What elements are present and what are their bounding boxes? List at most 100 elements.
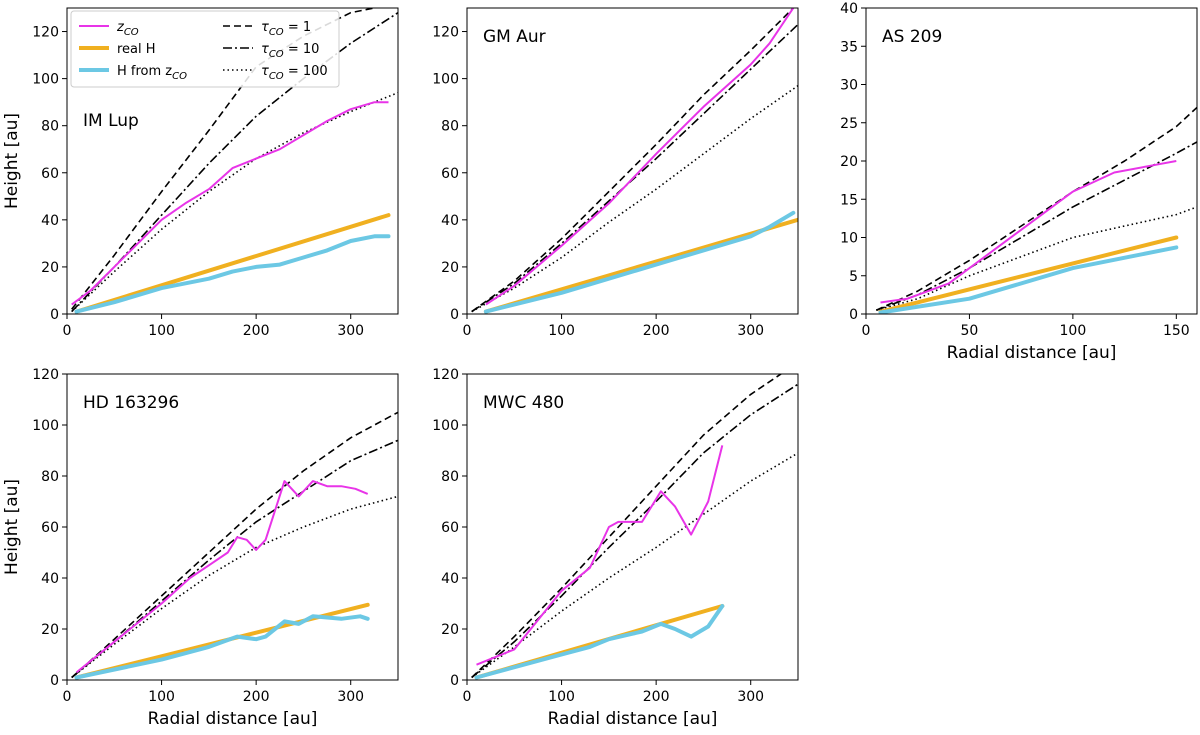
- series-line-tau100: [71, 495, 398, 679]
- y-tick-label: 60: [441, 520, 459, 536]
- series-line-Hz: [483, 210, 796, 314]
- y-tick-label: 80: [441, 119, 459, 135]
- y-tick-label: 120: [432, 367, 459, 383]
- y-tick-label: 100: [32, 418, 59, 434]
- y-tick-label: 5: [849, 269, 858, 285]
- x-tick-label: 100: [148, 323, 175, 339]
- series-line-zco: [476, 445, 724, 666]
- legend-label-tau10: τCO = 10: [261, 42, 319, 60]
- series-line-Hz: [74, 614, 370, 680]
- series-line-Hz: [74, 234, 391, 314]
- series-line-realH: [483, 217, 798, 314]
- x-tick-label: 100: [548, 689, 575, 705]
- plot-area: [471, 8, 798, 314]
- legend-label-tau100: τCO = 100: [261, 64, 328, 82]
- legend-box: [70, 10, 340, 88]
- axes-frame: [466, 7, 799, 315]
- y-tick-label: 60: [41, 166, 59, 182]
- y-tick-label: 25: [840, 116, 858, 132]
- panel-2: 0 50 100 150 0 5 10 15 20 25 30 35 40 AS 209 Radial di…: [840, 1, 1198, 363]
- x-tick-label: 300: [737, 689, 764, 705]
- y-tick-label: 80: [41, 119, 59, 135]
- y-tick-label: 40: [41, 571, 59, 587]
- x-tick-label: 0: [862, 323, 871, 339]
- series-line-tau100: [471, 452, 798, 679]
- x-tick-label: 100: [548, 323, 575, 339]
- x-axis-label: Radial distance [au]: [947, 343, 1117, 363]
- y-tick-label: 40: [441, 213, 459, 229]
- series-line-tau1: [875, 106, 1197, 311]
- y-tick-label: 35: [840, 39, 858, 55]
- y-tick-label: 30: [840, 78, 858, 94]
- legend-label-Hz: H from zCO: [117, 64, 187, 82]
- series-line-tau1: [71, 8, 375, 310]
- series-line-realH: [878, 235, 1179, 314]
- series-line-Hz: [878, 245, 1179, 314]
- y-tick-label: 0: [50, 673, 59, 689]
- x-tick-label: 100: [1060, 323, 1087, 339]
- x-tick-label: 300: [337, 323, 364, 339]
- series-line-tau10: [876, 141, 1197, 311]
- y-tick-label: 0: [50, 307, 59, 323]
- plot-area: [875, 106, 1197, 314]
- y-tick-label: 10: [840, 231, 858, 247]
- series-line-tau100: [471, 85, 798, 313]
- y-tick-label: 20: [41, 260, 59, 276]
- y-tick-label: 20: [41, 622, 59, 638]
- legend-label-tau1: τCO = 1: [261, 20, 311, 38]
- y-tick-label: 120: [432, 25, 459, 41]
- series-line-tau10: [471, 383, 798, 679]
- panel-title: GM Aur: [483, 27, 546, 47]
- series-line-tau1: [71, 411, 398, 679]
- x-axis-label: Radial distance [au]: [148, 709, 318, 729]
- panel-0: 0 100 200 300 0 20 40 60 80 100 120 IM Lup Height [a…: [2, 7, 399, 339]
- x-tick-label: 300: [337, 689, 364, 705]
- panel-1: 0 100 200 300 0 20 40 60 80 100 120 GM Aur: [432, 7, 799, 339]
- x-tick-label: 200: [643, 323, 670, 339]
- series-line-tau1: [471, 8, 795, 313]
- panel-title: HD 163296: [83, 393, 179, 413]
- series-line-tau10: [71, 439, 398, 679]
- x-tick-label: 50: [961, 323, 979, 339]
- y-tick-label: 80: [41, 469, 59, 485]
- x-tick-label: 100: [148, 689, 175, 705]
- y-tick-label: 100: [32, 72, 59, 88]
- axes-frame: [66, 373, 399, 681]
- x-tick-label: 300: [737, 323, 764, 339]
- x-tick-label: 0: [63, 689, 72, 705]
- y-tick-label: 20: [441, 622, 459, 638]
- y-axis-label: Height [au]: [2, 479, 22, 575]
- y-tick-label: 80: [441, 469, 459, 485]
- y-tick-label: 0: [450, 307, 459, 323]
- y-tick-label: 15: [840, 192, 858, 208]
- series-line-zco: [75, 480, 369, 674]
- x-tick-label: 0: [463, 323, 472, 339]
- panel-4: 0 100 200 300 0 20 40 60 80 100 120 MWC 480 Radial d…: [432, 367, 799, 729]
- axes-frame: [865, 7, 1198, 315]
- x-tick-label: 0: [63, 323, 72, 339]
- legend: zCO real H H from zCO τCO = 1 τCO = 10 τCO = …: [70, 10, 340, 88]
- y-tick-label: 100: [432, 418, 459, 434]
- plot-area: [471, 374, 798, 680]
- y-tick-label: 120: [32, 25, 59, 41]
- x-tick-label: 200: [243, 323, 270, 339]
- y-tick-label: 40: [441, 571, 459, 587]
- x-tick-label: 150: [1163, 323, 1190, 339]
- series-line-tau1: [471, 374, 783, 679]
- series-line-zco: [485, 8, 795, 306]
- y-tick-label: 60: [441, 166, 459, 182]
- plot-area: [71, 411, 398, 680]
- x-tick-label: 200: [243, 689, 270, 705]
- panel-title: AS 209: [882, 27, 942, 47]
- series-line-zco: [71, 101, 389, 306]
- panel-title: MWC 480: [483, 393, 564, 413]
- panel-title: IM Lup: [83, 111, 139, 131]
- y-tick-label: 100: [432, 72, 459, 88]
- series-line-Hz: [474, 604, 725, 680]
- y-tick-label: 0: [849, 307, 858, 323]
- panel-3: 0 100 200 300 0 20 40 60 80 100 120 HD 163296 Radial…: [2, 367, 399, 729]
- y-tick-label: 40: [41, 213, 59, 229]
- y-tick-label: 60: [41, 520, 59, 536]
- x-tick-label: 0: [463, 689, 472, 705]
